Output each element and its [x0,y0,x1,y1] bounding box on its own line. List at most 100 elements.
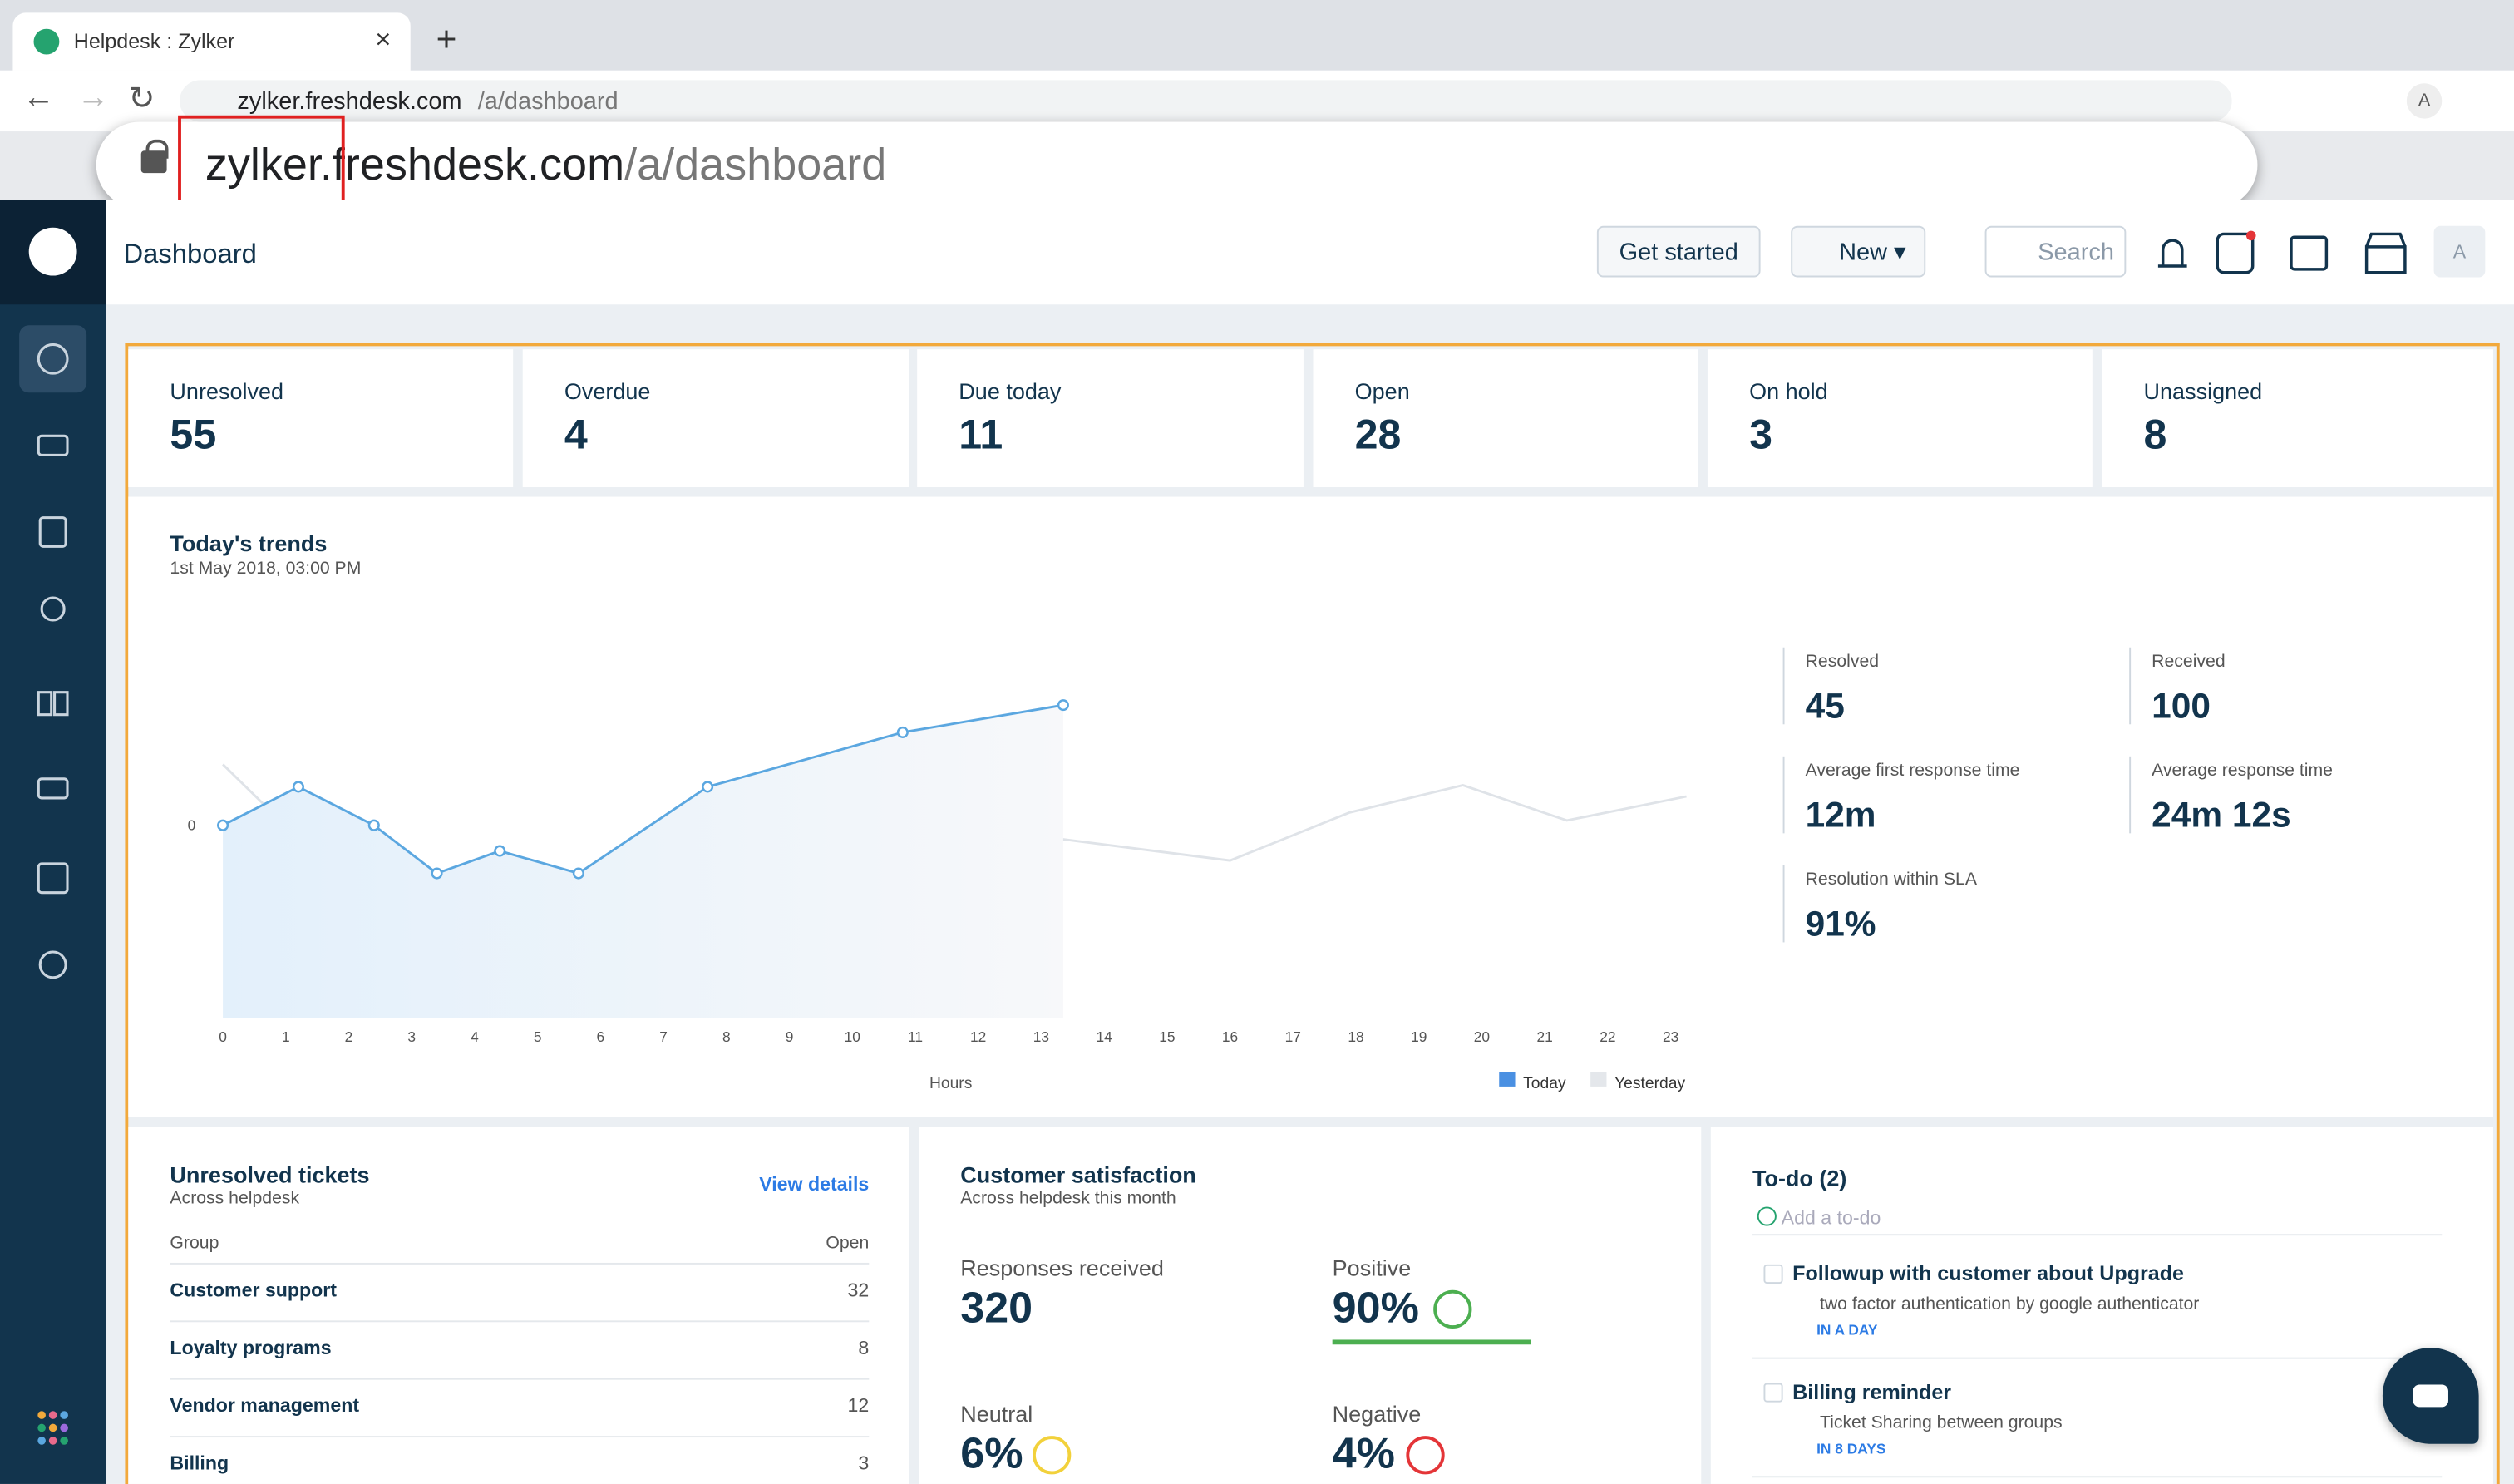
column-header: Open [826,1234,870,1254]
page-title: Dashboard [123,239,257,269]
x-tick-label: 14 [1096,1028,1112,1045]
y-tick-label: 0 [188,817,196,834]
stat-divider [1782,865,1785,943]
stat-value: 12m [1805,795,1876,836]
todo-due: IN 8 DAYS [1816,1440,1886,1457]
card-label: Unresolved [170,377,284,404]
new-button[interactable]: New ▾ [1791,225,1926,278]
data-point [1057,699,1069,712]
todo-checkbox[interactable] [1763,1264,1783,1284]
x-tick-label: 7 [659,1028,668,1045]
address-bar[interactable]: zylker.freshdesk.com /a/dashboard [180,80,2232,122]
x-tick-label: 23 [1663,1028,1678,1045]
unresolved-title: Unresolved tickets [170,1161,370,1188]
stat-card[interactable]: On hold 3 [1707,349,2093,487]
csat-value: 90% [1332,1284,1419,1332]
toolbar: ← → ↻ zylker.freshdesk.com /a/dashboard … [0,70,2514,132]
todo-title: Billing reminder [1792,1379,1952,1404]
header-icons [2157,230,2407,274]
x-tick-label: 8 [722,1028,731,1045]
stat-divider [1782,756,1785,834]
new-label: New [1839,239,1887,266]
zoom-path: /a/dashboard [624,139,887,190]
stat-card[interactable]: Overdue 4 [522,349,909,487]
todo-divider [1752,1357,2443,1359]
x-tick-label: 4 [471,1028,479,1045]
data-point [367,819,380,831]
todo-divider [1752,1476,2443,1478]
avatar[interactable]: A [2433,225,2486,278]
csat-label: Positive [1332,1255,1412,1281]
today-area [223,705,1063,1018]
stat-card[interactable]: Unassigned 8 [2102,349,2493,487]
x-tick-label: 22 [1600,1028,1615,1045]
group-count: 12 [847,1394,870,1417]
csat-label: Negative [1332,1400,1422,1427]
todo-checkbox[interactable] [1763,1383,1783,1403]
profile[interactable]: A [2406,83,2443,119]
group-name: Loyalty programs [170,1336,332,1359]
csat-panel: Customer satisfaction Across helpdesk th… [919,1127,1702,1484]
x-tick-label: 17 [1285,1028,1301,1045]
card-value: 11 [959,410,1003,459]
stat-value: 100 [2152,686,2211,727]
row-divider [170,1262,870,1265]
search-box[interactable]: Search [1984,225,2127,278]
card-value: 55 [170,410,217,459]
x-tick-label: 2 [345,1028,353,1045]
stat-label: Average first response time [1805,761,2020,781]
group-count: 3 [858,1452,870,1475]
row-divider [170,1320,870,1323]
x-tick-label: 6 [597,1028,605,1045]
x-tick-label: 15 [1159,1028,1175,1045]
chat-button[interactable] [2382,1348,2479,1444]
todo-title: Followup with customer about Upgrade [1792,1261,2184,1285]
x-tick-label: 5 [534,1028,542,1045]
group-name: Billing [170,1452,229,1475]
data-point [572,867,584,880]
csat-subtitle: Across helpdesk this month [960,1189,1176,1209]
group-count: 32 [847,1279,870,1302]
unresolved-panel: Unresolved tickets Across helpdesk View … [128,1127,909,1484]
stat-label: Received [2152,652,2226,672]
url-host: zylker.freshdesk.com [237,88,462,116]
csat-value: 4% [1332,1429,1395,1478]
csat-value: 6% [960,1429,1023,1478]
data-point [702,781,714,793]
card-label: Unassigned [2143,377,2263,404]
csat-label: Responses received [960,1255,1164,1281]
x-tick-label: 0 [219,1028,227,1045]
card-label: Open [1354,377,1410,404]
sidebar [0,200,106,1484]
x-tick-label: 13 [1033,1028,1049,1045]
stat-card[interactable]: Due today 11 [917,349,1304,487]
get-started-button[interactable]: Get started [1596,225,1761,278]
tab-title: Helpdesk : Zylker [73,28,235,53]
card-value: 28 [1354,410,1402,459]
add-todo[interactable]: Add a to-do [1781,1206,1881,1230]
stat-card[interactable]: Unresolved 55 [128,349,514,487]
x-tick-label: 21 [1537,1028,1553,1045]
stat-value: 45 [1805,686,1845,727]
card-label: Due today [959,377,1062,404]
row-divider [170,1378,870,1380]
view-details-link[interactable]: View details [759,1173,870,1196]
card-label: Overdue [564,377,651,404]
data-point [494,845,506,857]
stat-label: Average response time [2152,761,2333,781]
stat-divider [2129,647,2132,725]
stat-card[interactable]: Open 28 [1313,349,1698,487]
zoom-host-part: zylker [205,139,320,190]
x-tick-label: 3 [407,1028,416,1045]
csat-title: Customer satisfaction [960,1161,1196,1188]
group-name: Customer support [170,1279,338,1302]
todo-due: IN A DAY [1816,1322,1878,1339]
zoom-host-rest: .freshdesk.com [319,139,625,190]
x-axis-label: Hours [929,1075,972,1092]
tab[interactable]: Helpdesk : Zylker × [12,12,411,71]
x-tick-label: 11 [908,1028,923,1045]
todo-desc: two factor authentication by google auth… [1819,1294,2200,1314]
nav-active[interactable] [19,325,87,393]
x-tick-label: 1 [282,1028,290,1045]
